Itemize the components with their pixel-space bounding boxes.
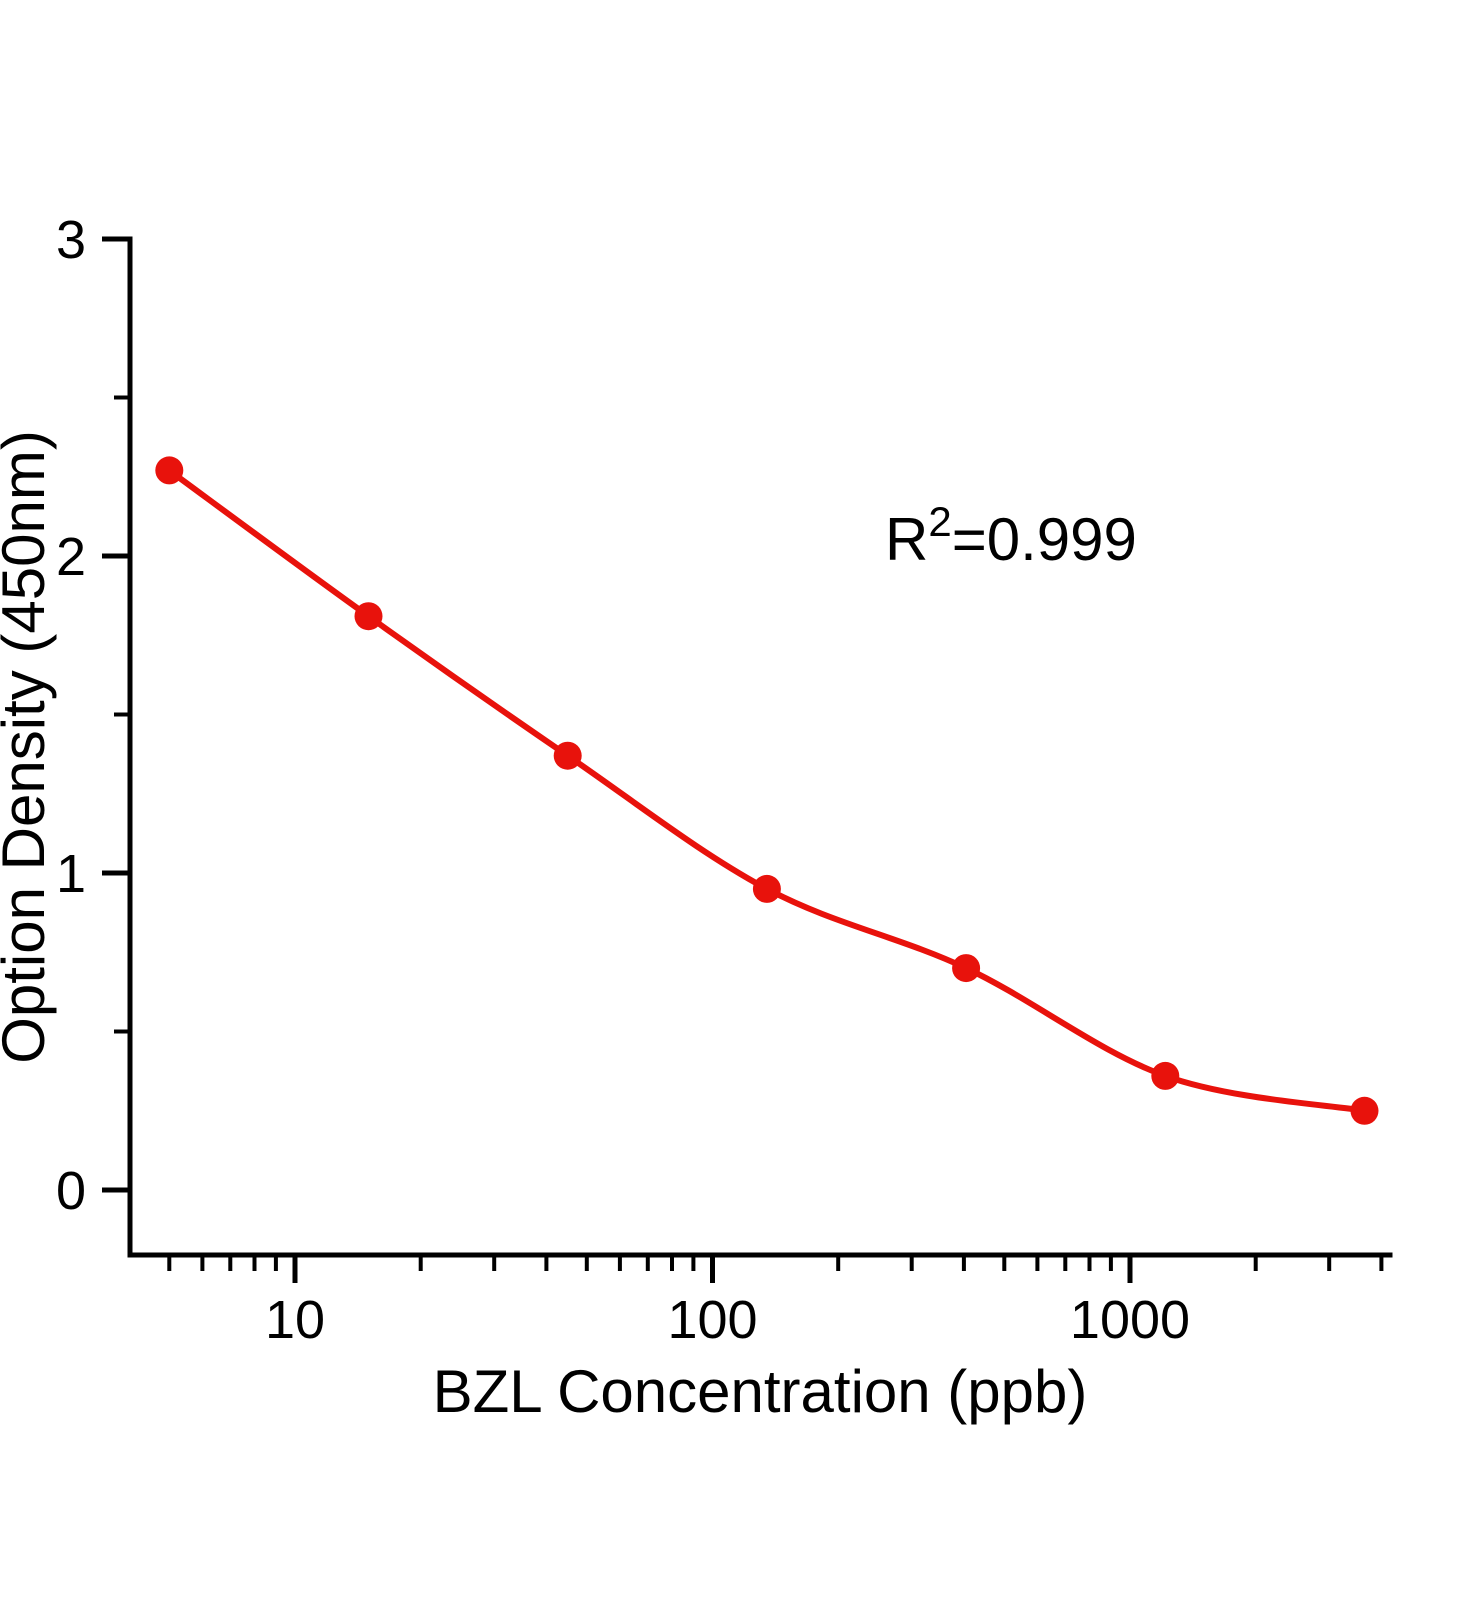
y-axis-minor-ticks (114, 395, 130, 1034)
x-tick-label: 10 (265, 1290, 325, 1350)
data-point (553, 741, 582, 770)
y-tick-label: 0 (56, 1161, 86, 1221)
data-point (752, 874, 781, 903)
x-axis-label: BZL Concentration (ppb) (433, 1358, 1088, 1425)
x-axis-minor-ticks (167, 1255, 1384, 1271)
data-point (1151, 1061, 1180, 1090)
data-points (155, 456, 1379, 1125)
data-point (1350, 1096, 1379, 1125)
fit-curve (166, 467, 1368, 1114)
r-squared-annotation: R2=0.999 (885, 498, 1137, 573)
y-axis-ticks: 0 1 2 3 (56, 210, 130, 1221)
x-tick-label: 1000 (1070, 1290, 1190, 1350)
x-axis-ticks: 10 100 1000 (265, 1255, 1190, 1350)
data-point (354, 602, 383, 631)
y-axis-label: Option Density (450nm) (0, 430, 57, 1064)
data-point (155, 456, 184, 485)
axis-spines (127, 236, 1393, 1258)
y-tick-label: 3 (56, 210, 86, 270)
x-tick-label: 100 (667, 1290, 757, 1350)
y-tick-label: 1 (56, 844, 86, 904)
data-point (952, 954, 981, 983)
y-tick-label: 2 (56, 527, 86, 587)
